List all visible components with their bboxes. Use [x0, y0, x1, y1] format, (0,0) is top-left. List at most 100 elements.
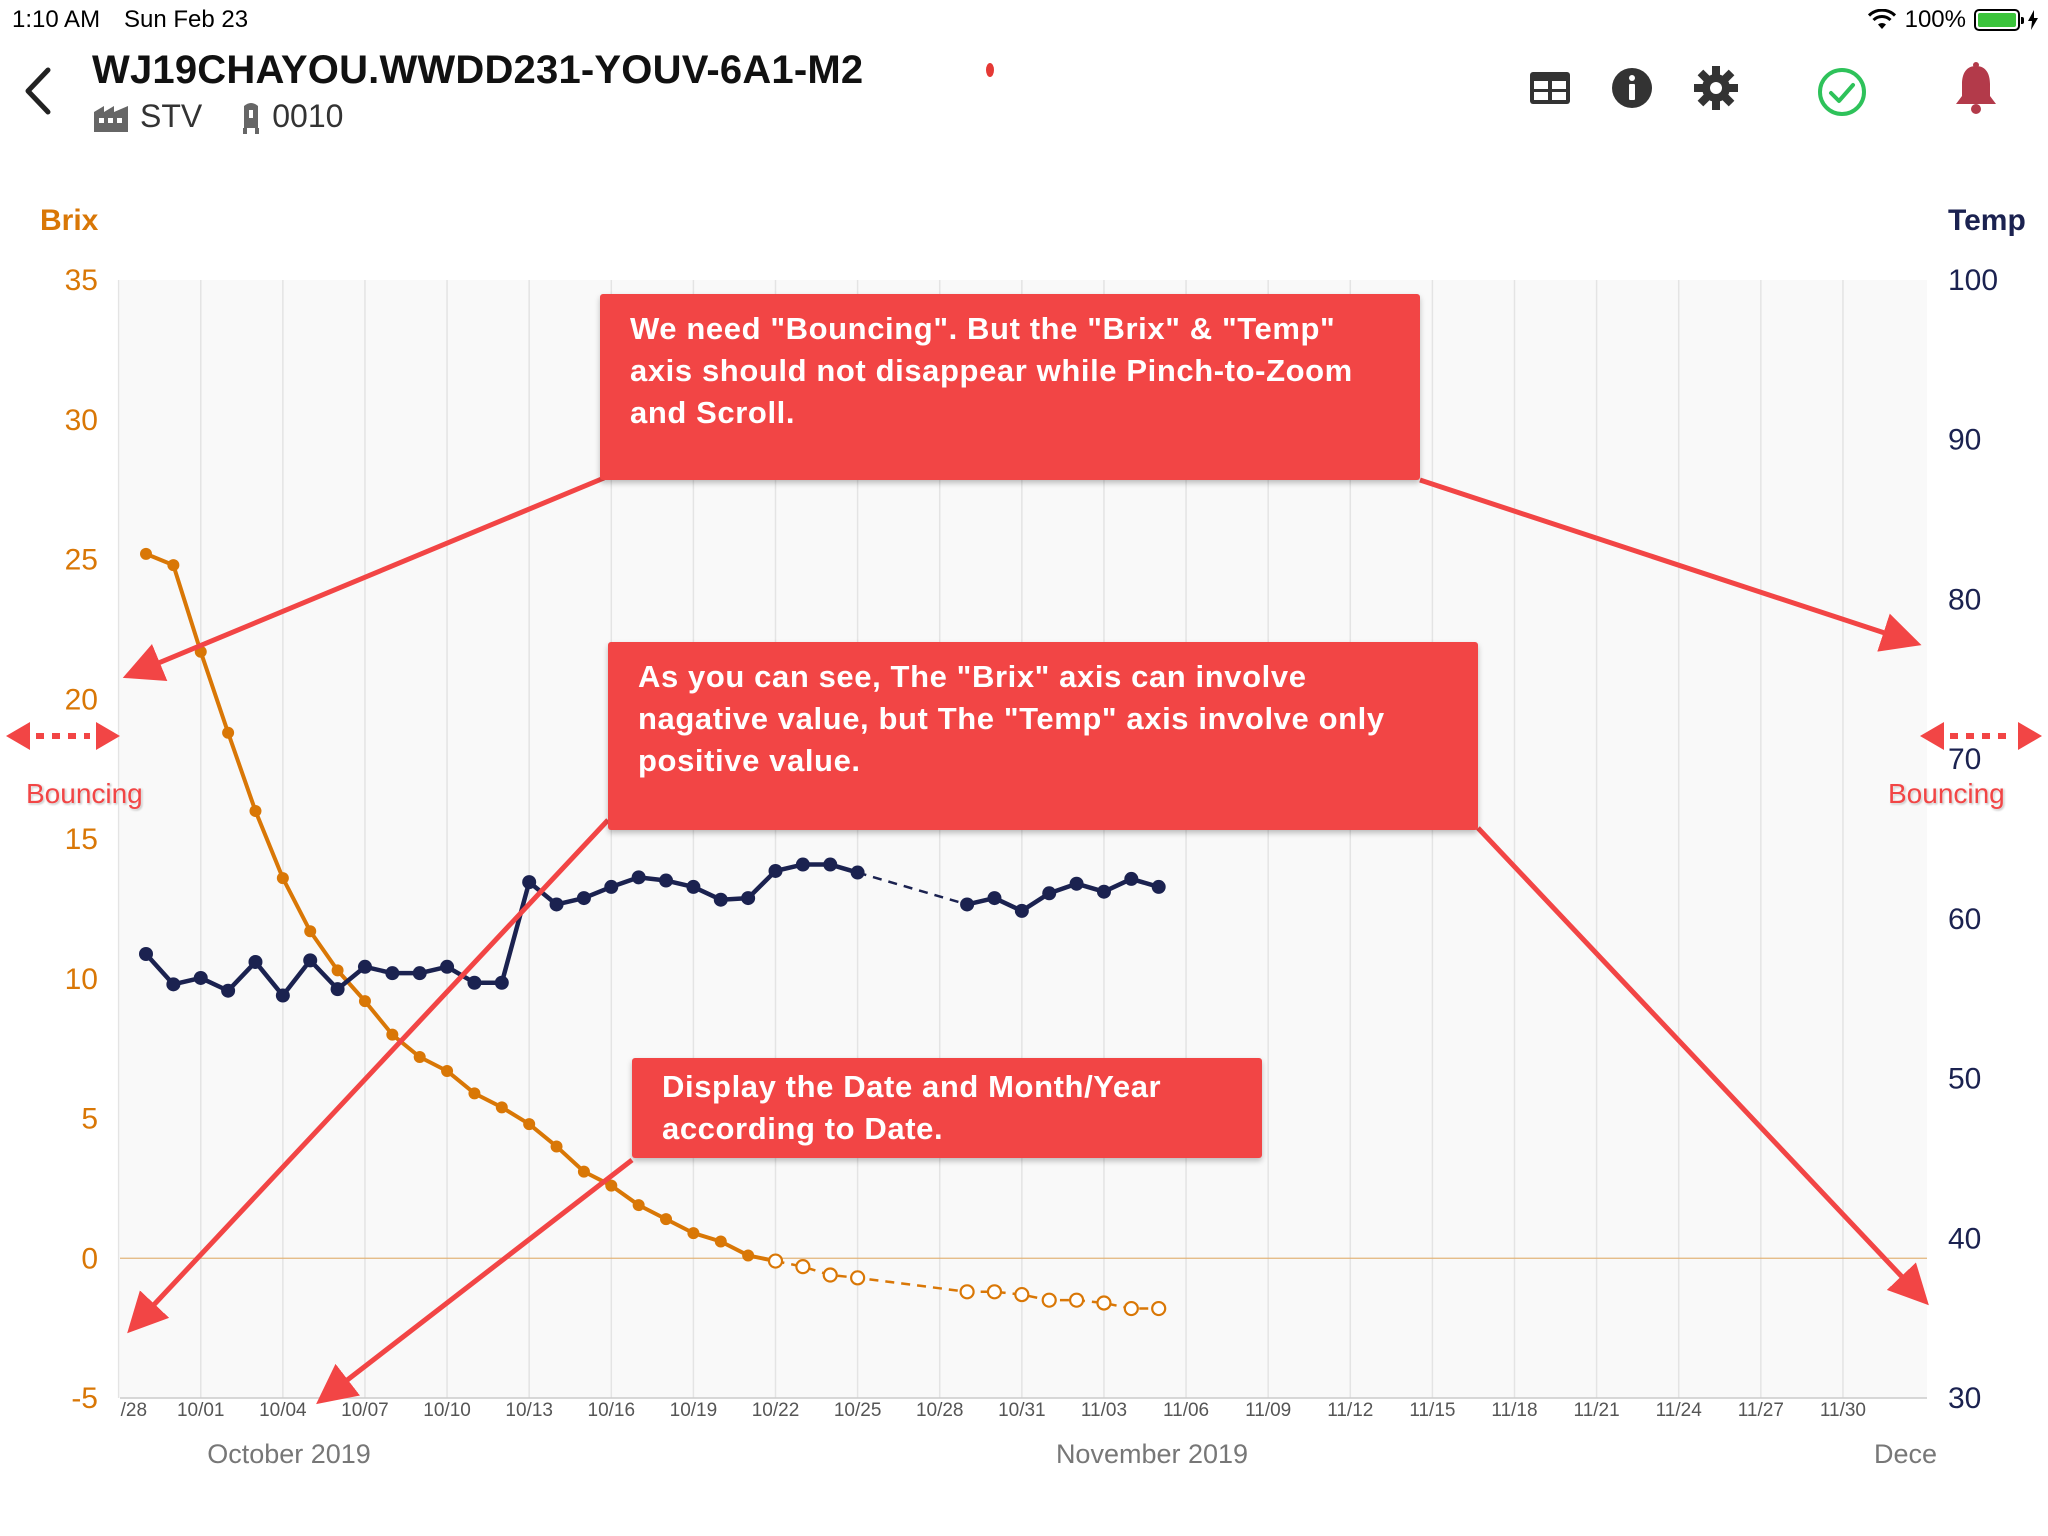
x-tick-label: 11/03	[1081, 1400, 1127, 1421]
notification-dot	[985, 62, 995, 78]
temp-tick-label: 100	[1948, 264, 1998, 297]
brix-point	[577, 1165, 590, 1178]
brix-point	[605, 1179, 618, 1192]
wifi-icon	[1867, 9, 1896, 29]
x-tick-label: 10/13	[505, 1400, 553, 1421]
brix-point	[276, 872, 289, 885]
brix-forecast-point	[1068, 1292, 1085, 1308]
x-tick-label: 10/04	[259, 1400, 307, 1421]
brix-tick-label: 30	[65, 404, 98, 437]
temp-point	[166, 977, 181, 992]
temp-point	[713, 892, 728, 907]
x-tick-label: 10/22	[752, 1400, 800, 1421]
x-tick-label: 11/18	[1491, 1400, 1537, 1421]
brix-forecast-point	[1041, 1292, 1057, 1308]
status-ok-button[interactable]	[1816, 66, 1866, 116]
brix-point	[468, 1087, 481, 1100]
grid	[117, 280, 1844, 1398]
tank-icon	[243, 102, 260, 134]
brix-axis[interactable]: 35 30 25 20 15 10 5 0 -5	[65, 264, 98, 1415]
arrow-1-left	[122, 475, 605, 681]
brix-forecast-point	[1123, 1300, 1139, 1317]
bouncing-indicator-left	[6, 722, 120, 750]
info-button[interactable]	[1608, 64, 1656, 112]
settings-button[interactable]	[1692, 64, 1740, 112]
temp-tick-label: 50	[1948, 1063, 1981, 1096]
callout-3-line-1: Display the Date and Month/Year	[662, 1069, 1162, 1104]
temp-point	[221, 983, 236, 998]
status-indicators: 100%	[1867, 6, 2038, 34]
battery-percent: 100%	[1904, 6, 1966, 33]
temp-point	[193, 970, 208, 985]
brix-point	[140, 547, 152, 560]
temp-point	[604, 879, 619, 894]
table-view-button[interactable]	[1526, 64, 1574, 112]
brix-tick-label: 35	[65, 264, 98, 297]
bell-icon	[1956, 62, 1996, 114]
status-time: 1:10 AM	[12, 6, 101, 33]
brix-point	[742, 1249, 755, 1262]
gear-icon	[1694, 66, 1738, 110]
callout-1-line-3: and Scroll.	[630, 395, 796, 430]
temp-tick-label: 40	[1948, 1222, 1981, 1255]
temp-point	[741, 891, 756, 906]
callout-2-line-2: nagative value, but The "Temp" axis invo…	[638, 701, 1385, 736]
temp-point	[139, 946, 153, 961]
temp-axis[interactable]: 100 90 80 70 60 50 40 30	[1948, 264, 1998, 1415]
brix-point	[331, 964, 344, 977]
temp-point	[631, 870, 646, 885]
brix-point	[660, 1213, 673, 1226]
callout-1-line-1: We need "Bouncing". But the "Brix" & "Te…	[630, 311, 1336, 346]
date-axis[interactable]: /28 10/01 10/04 10/07 10/10 10/13 10/16 10/19 10…	[121, 1400, 1866, 1421]
temp-point	[576, 891, 591, 906]
temp-point	[522, 875, 537, 890]
page-title: WJ19CHAYOU.WWDD231-YOUV-6A1-M2	[92, 48, 864, 92]
brix-point	[304, 925, 317, 938]
x-tick-label: 10/16	[588, 1400, 636, 1421]
brix-forecast-point	[959, 1284, 975, 1300]
x-tick-label: 11/12	[1327, 1400, 1373, 1421]
temp-point	[1069, 876, 1084, 891]
temp-point	[248, 954, 263, 969]
temp-point	[795, 857, 810, 872]
temp-point	[850, 865, 865, 880]
temp-point	[494, 975, 509, 990]
month-label: November 2019	[1056, 1439, 1248, 1469]
temp-point	[467, 975, 482, 990]
brix-point	[222, 726, 235, 739]
arrow-3	[316, 1158, 634, 1405]
x-tick-label: 10/07	[341, 1400, 389, 1421]
brix-point	[523, 1118, 536, 1131]
callout-3-line-2: according to Date.	[662, 1111, 944, 1146]
brix-tick-label: 25	[65, 544, 98, 577]
month-label: October 2019	[207, 1439, 371, 1469]
brix-forecast-point	[795, 1259, 811, 1275]
brix-tick-label: 20	[65, 683, 98, 716]
month-label: Dece	[1874, 1439, 1937, 1469]
arrow-2-right	[1476, 826, 1929, 1306]
x-tick-label: 10/31	[998, 1400, 1046, 1421]
x-tick-label: 10/10	[423, 1400, 471, 1421]
brix-point	[413, 1051, 426, 1064]
temp-point	[303, 953, 318, 968]
subinfo: STV 0010	[92, 98, 381, 135]
temp-point	[385, 966, 400, 981]
arrow-2-left	[127, 818, 610, 1334]
alerts-button[interactable]	[1952, 62, 2000, 114]
brix-point	[495, 1101, 508, 1114]
brix-point	[441, 1064, 454, 1077]
temp-point	[1124, 871, 1139, 886]
brix-tick-label: -5	[71, 1382, 98, 1415]
brix-point	[358, 995, 371, 1008]
x-tick-label: 10/28	[916, 1400, 964, 1421]
facility-info: STV	[92, 98, 202, 135]
brix-forecast-point	[1151, 1300, 1167, 1317]
temp-point	[1096, 884, 1111, 899]
temp-tick-label: 60	[1948, 903, 1981, 936]
battery-icon	[1974, 9, 2024, 31]
x-tick-label: /28	[121, 1400, 147, 1421]
temp-point	[659, 873, 674, 888]
charging-bolt-icon	[2028, 10, 2038, 30]
chevron-left-icon	[25, 67, 51, 115]
back-button[interactable]	[18, 64, 62, 118]
